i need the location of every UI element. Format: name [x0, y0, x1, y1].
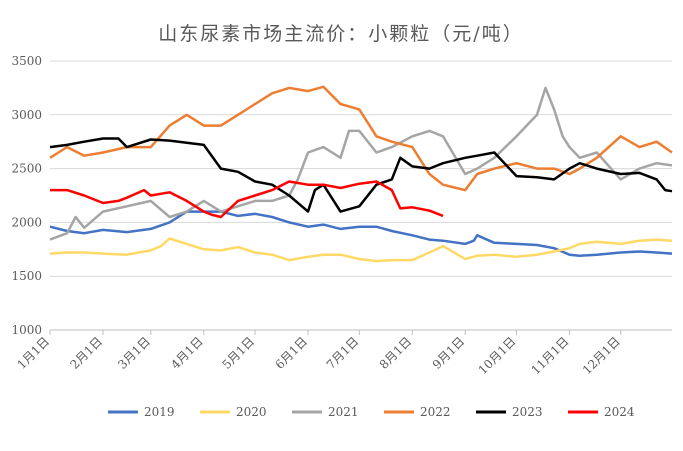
x-tick-label: 1月1日 — [14, 334, 52, 372]
series-line-2019 — [49, 210, 673, 258]
legend-label-2020: 2020 — [236, 405, 267, 419]
legend: 2019 2020 2021 2022 2023 2024 — [108, 405, 635, 419]
chart-title: 山东尿素市场主流价：小颗粒（元/吨） — [158, 23, 523, 45]
x-tick-label: 2月1日 — [67, 334, 105, 372]
legend-label-2022: 2022 — [420, 405, 451, 419]
x-tick-label: 6月1日 — [272, 334, 310, 372]
series-lines — [49, 85, 673, 263]
x-axis-ticks: 1月1日 2月1日 3月1日 4月1日 5月1日 6月1日 7月1日 8月1日 9月1日 10月1… — [14, 330, 623, 377]
y-tick-label: 1000 — [11, 323, 42, 337]
legend-label-2019: 2019 — [144, 405, 175, 419]
x-tick-label: 5月1日 — [220, 334, 258, 372]
x-tick-label: 11月1日 — [529, 334, 572, 377]
legend-label-2021: 2021 — [328, 405, 359, 419]
y-tick-label: 3500 — [11, 54, 42, 68]
series-line-2023 — [49, 137, 673, 213]
x-tick-label: 8月1日 — [377, 334, 415, 372]
legend-label-2024: 2024 — [604, 405, 635, 419]
y-tick-label: 2000 — [11, 215, 42, 229]
y-tick-label: 2500 — [11, 162, 42, 176]
x-tick-label: 12月1日 — [580, 334, 623, 377]
series-line-2024 — [50, 180, 444, 219]
y-tick-label: 3000 — [11, 108, 42, 122]
series-line-2020 — [49, 237, 673, 263]
x-tick-label: 9月1日 — [430, 334, 468, 372]
y-axis-ticks: 1000 1500 2000 2500 3000 3500 — [11, 54, 42, 337]
x-tick-label: 4月1日 — [168, 334, 206, 372]
series-line-2022 — [49, 85, 673, 192]
series-line-2021 — [49, 86, 673, 241]
legend-label-2023: 2023 — [512, 405, 543, 419]
grid — [50, 60, 672, 331]
y-tick-label: 1500 — [11, 269, 42, 283]
x-tick-label: 10月1日 — [476, 334, 519, 377]
x-tick-label: 7月1日 — [324, 334, 362, 372]
x-tick-label: 3月1日 — [115, 334, 153, 372]
